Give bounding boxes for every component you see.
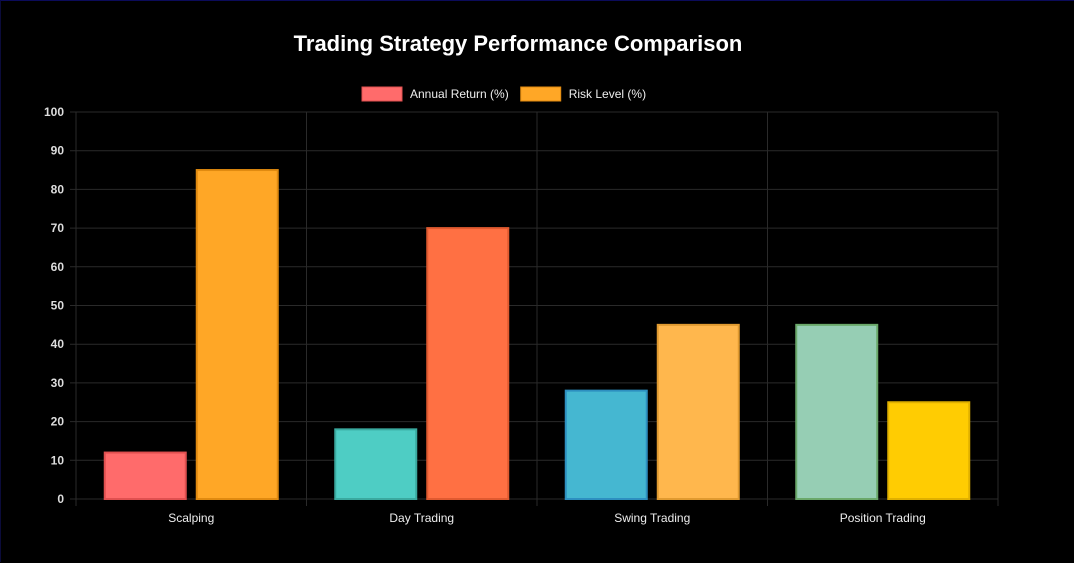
y-tick-label: 30 [51,376,65,390]
y-tick-label: 0 [57,492,64,506]
y-tick-label: 50 [51,299,65,313]
y-tick-label: 60 [51,260,65,274]
bar-annual-return [564,389,648,501]
bar-risk-level [195,169,279,501]
legend: Annual Return (%) Risk Level (%) [361,86,646,102]
y-tick-label: 10 [51,453,65,467]
y-tick-label: 20 [51,415,65,429]
legend-swatch [520,86,562,102]
x-tick-label: Position Trading [840,511,926,525]
bar-annual-return [103,451,187,500]
y-tick-label: 80 [51,182,65,196]
bars [103,169,971,501]
x-tick-label: Day Trading [389,511,454,525]
bar-annual-return [334,428,418,500]
axis-labels: 0 10 20 30 40 50 60 70 80 90 100 Scalping Day Tradin… [44,105,926,525]
y-tick-label: 70 [51,221,65,235]
x-tick-label: Scalping [168,511,214,525]
legend-swatch [361,86,403,102]
bar-risk-level [887,401,971,500]
bar-risk-level [656,323,740,500]
chart-title: Trading Strategy Performance Comparison [294,31,743,56]
y-tick-label: 40 [51,337,65,351]
legend-label: Annual Return (%) [410,87,509,101]
x-tick-label: Swing Trading [614,511,690,525]
bar-risk-level [426,227,510,500]
y-tick-label: 100 [44,105,64,119]
y-tick-label: 90 [51,144,65,158]
bar-annual-return [795,323,879,500]
legend-label: Risk Level (%) [569,87,646,101]
